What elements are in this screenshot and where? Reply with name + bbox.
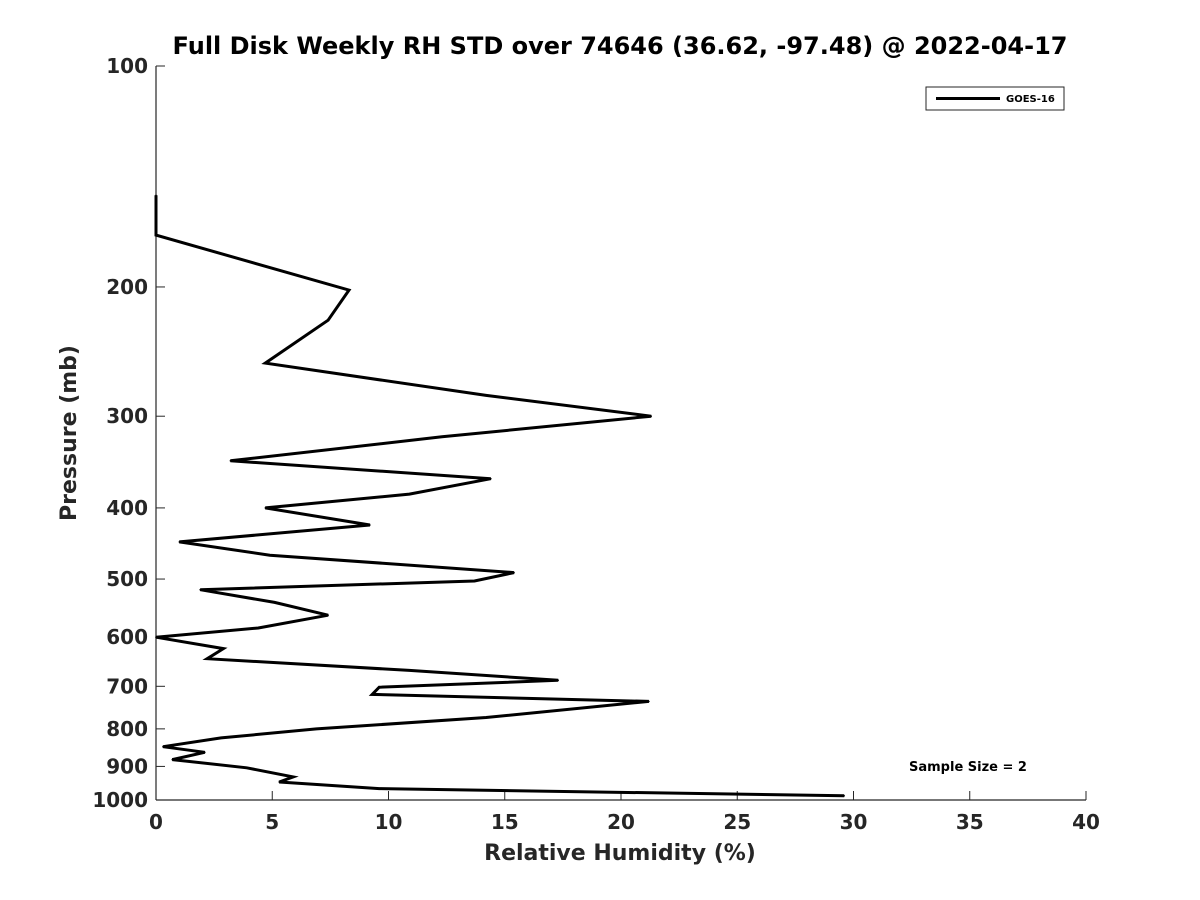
x-tick-label: 5 — [265, 810, 279, 834]
data-point — [408, 669, 411, 672]
data-point — [178, 541, 181, 543]
data-point — [378, 686, 381, 688]
data-point — [155, 234, 157, 236]
x-tick-label: 35 — [956, 810, 984, 834]
data-point — [171, 758, 174, 761]
x-axis-label: Relative Humidity (%) — [484, 841, 756, 866]
y-tick-label: 200 — [106, 275, 148, 299]
x-tick-label: 30 — [840, 810, 868, 834]
data-point — [490, 477, 492, 480]
y-tick-label: 100 — [106, 54, 148, 78]
data-point — [348, 289, 350, 291]
x-tick-label: 40 — [1072, 810, 1100, 834]
chart-title: Full Disk Weekly RH STD over 74646 (36.6… — [173, 32, 1068, 60]
x-tick-label: 0 — [149, 810, 163, 834]
data-point — [245, 767, 248, 769]
data-point — [327, 319, 329, 322]
data-point — [199, 588, 201, 591]
y-tick-label: 300 — [106, 404, 148, 428]
data-point — [369, 524, 371, 526]
legend-label-goes-16: GOES-16 — [1006, 94, 1055, 105]
data-point — [650, 415, 652, 418]
series-layer — [154, 194, 845, 798]
data-point — [264, 362, 267, 364]
data-point — [220, 737, 222, 739]
data-point — [222, 647, 225, 650]
data-point — [269, 554, 271, 556]
legend: GOES-16 — [925, 86, 1065, 111]
x-tick-label: 15 — [491, 810, 519, 834]
data-point — [485, 716, 487, 719]
y-tick-label: 400 — [106, 496, 148, 520]
y-axis-label: Pressure (mb) — [57, 345, 82, 521]
data-point — [557, 679, 559, 682]
data-point — [273, 601, 276, 604]
data-point — [206, 657, 208, 660]
x-tick-label: 20 — [607, 810, 635, 834]
data-point — [315, 728, 318, 730]
data-point — [229, 460, 232, 462]
y-tick-label: 1000 — [92, 788, 148, 812]
data-point — [485, 394, 487, 397]
y-tick-label: 900 — [106, 754, 148, 778]
y-ticks: 100 200 300 400 500 600 700 800 900 1000 — [92, 54, 165, 812]
data-point — [648, 700, 650, 703]
x-tick-label: 25 — [723, 810, 751, 834]
data-point — [327, 614, 329, 616]
data-point — [257, 627, 260, 629]
data-point — [264, 507, 267, 509]
data-point — [292, 776, 295, 778]
sample-size-annotation: Sample Size = 2 — [909, 760, 1027, 775]
data-point — [408, 493, 411, 495]
y-tick-label: 700 — [106, 674, 148, 698]
y-tick-label: 500 — [106, 567, 148, 591]
data-point — [278, 781, 281, 783]
data-point — [204, 751, 206, 754]
data-point — [513, 571, 515, 574]
data-point — [378, 787, 381, 790]
data-point — [155, 194, 157, 197]
x-tick-label: 10 — [375, 810, 403, 834]
data-point — [473, 580, 476, 582]
y-tick-label: 800 — [106, 717, 148, 741]
y-tick-label: 600 — [106, 625, 148, 649]
data-point — [162, 745, 164, 748]
data-point — [843, 795, 845, 797]
series-line-goes-16 — [154, 195, 845, 798]
data-point — [155, 636, 157, 638]
data-point — [441, 436, 443, 438]
data-point — [371, 693, 374, 696]
